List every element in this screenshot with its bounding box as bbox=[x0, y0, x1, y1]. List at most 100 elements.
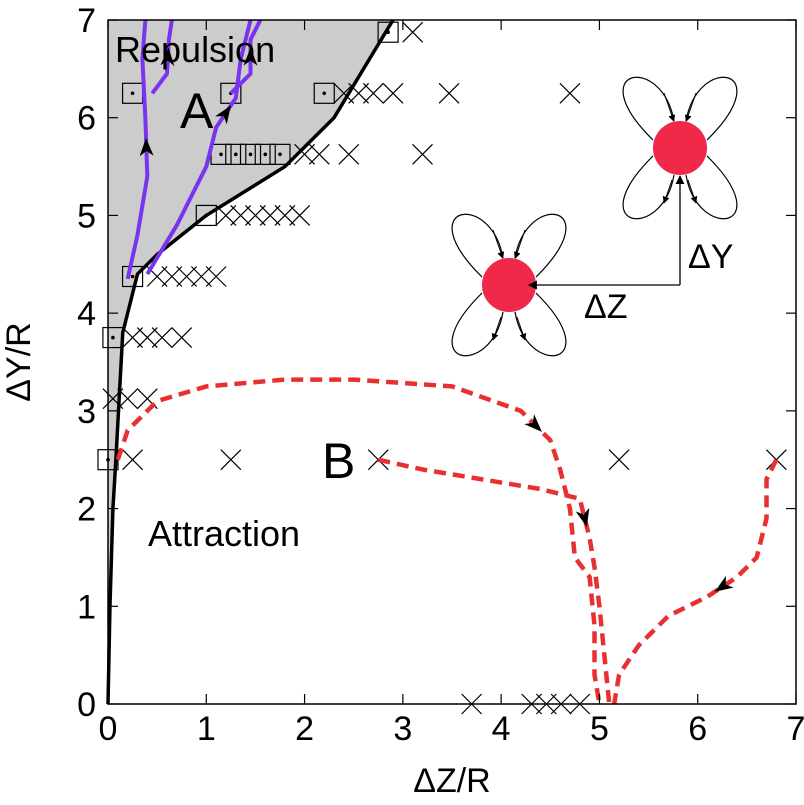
x-marker bbox=[274, 205, 296, 226]
x-marker bbox=[765, 449, 787, 471]
trajectory bbox=[611, 458, 779, 705]
plot-frame bbox=[107, 19, 797, 705]
particle bbox=[482, 258, 536, 312]
x-tick-label: 2 bbox=[295, 710, 314, 748]
x-marker bbox=[245, 205, 266, 226]
direction-arrow bbox=[160, 47, 175, 67]
annotation: B bbox=[322, 433, 355, 489]
dot bbox=[130, 274, 135, 279]
direction-arrow bbox=[243, 47, 258, 66]
x-marker bbox=[348, 82, 370, 104]
y-tick-label: 1 bbox=[77, 588, 96, 626]
x-marker bbox=[382, 82, 404, 104]
x-marker bbox=[294, 143, 315, 165]
x-marker bbox=[122, 327, 143, 348]
x-marker bbox=[230, 205, 252, 226]
y-tick-label: 0 bbox=[77, 686, 96, 724]
square bbox=[225, 143, 247, 165]
dot bbox=[233, 152, 238, 157]
x-marker bbox=[205, 266, 227, 287]
square-marker bbox=[254, 143, 276, 165]
annotation: Repulsion bbox=[115, 29, 275, 70]
x-marker bbox=[259, 205, 281, 226]
direction-arrow bbox=[714, 575, 734, 592]
dot bbox=[219, 152, 223, 157]
y-axis-label: ΔY/R bbox=[0, 322, 38, 401]
square bbox=[254, 143, 276, 165]
square-marker bbox=[377, 21, 399, 43]
dot bbox=[130, 91, 135, 96]
direction-arrow bbox=[139, 138, 154, 157]
square-marker bbox=[121, 265, 144, 288]
dot bbox=[322, 91, 327, 96]
x-marker bbox=[136, 327, 158, 348]
x-marker bbox=[102, 388, 124, 410]
x-marker bbox=[412, 143, 433, 165]
x-axis-label: ΔZ/R bbox=[413, 762, 490, 800]
dot bbox=[111, 335, 115, 340]
x-marker bbox=[176, 266, 198, 287]
y-tick-label: 2 bbox=[77, 491, 96, 529]
square bbox=[195, 204, 217, 227]
x-tick-label: 4 bbox=[492, 710, 511, 748]
y-tick-label: 6 bbox=[77, 100, 96, 138]
trajectory bbox=[377, 457, 612, 705]
x-tick-label: 1 bbox=[197, 710, 216, 748]
annotation: A bbox=[180, 83, 214, 139]
annotation: ΔY bbox=[688, 238, 733, 276]
particle bbox=[653, 121, 707, 175]
square bbox=[121, 265, 144, 288]
x-tick-label: 7 bbox=[787, 710, 804, 748]
x-marker bbox=[362, 82, 384, 104]
x-marker bbox=[308, 143, 330, 165]
inset-diagram bbox=[452, 77, 737, 356]
x-tick-label: 5 bbox=[590, 710, 609, 748]
dot bbox=[248, 152, 253, 157]
square bbox=[239, 143, 262, 165]
square bbox=[377, 21, 399, 43]
x-marker bbox=[220, 449, 242, 471]
x-marker bbox=[122, 449, 143, 471]
x-marker bbox=[333, 82, 355, 104]
y-tick-label: 7 bbox=[77, 2, 96, 40]
direction-arrow bbox=[524, 414, 542, 432]
square-marker bbox=[239, 143, 262, 165]
dot bbox=[263, 152, 268, 157]
x-marker bbox=[559, 82, 581, 104]
plot-area: 0 1 2 3 4 5 6 7 0 1 2 3 4 5 6 7 bbox=[77, 2, 804, 748]
x-marker bbox=[190, 266, 212, 287]
square bbox=[313, 82, 335, 104]
y-tick-label: 3 bbox=[77, 393, 96, 431]
trajectory bbox=[145, 19, 253, 276]
x-marker bbox=[289, 205, 311, 226]
dot bbox=[386, 30, 390, 35]
square-marker bbox=[269, 143, 291, 165]
square-marker bbox=[313, 82, 335, 104]
x-marker bbox=[402, 21, 424, 43]
dot bbox=[278, 152, 282, 157]
direction-arrow bbox=[215, 105, 231, 125]
square-marker bbox=[102, 326, 124, 349]
shaded-region bbox=[108, 20, 394, 704]
square-marker bbox=[195, 204, 217, 227]
annotation: ΔZ bbox=[584, 288, 627, 326]
x-marker bbox=[215, 205, 237, 226]
x-marker bbox=[117, 388, 139, 410]
square-marker bbox=[225, 143, 247, 165]
direction-arrow bbox=[575, 507, 590, 528]
x-tick-label: 3 bbox=[393, 710, 412, 748]
x-tick-label: 0 bbox=[99, 710, 118, 748]
dot bbox=[204, 213, 209, 218]
x-tick-label: 6 bbox=[688, 710, 707, 748]
y-tick-label: 5 bbox=[77, 197, 96, 235]
x-marker bbox=[338, 143, 360, 165]
x-marker bbox=[608, 449, 630, 471]
x-marker bbox=[438, 82, 460, 104]
x-marker bbox=[151, 327, 173, 348]
square bbox=[269, 143, 291, 165]
y-tick-label: 4 bbox=[77, 295, 96, 333]
x-marker bbox=[161, 266, 183, 287]
x-marker bbox=[171, 327, 193, 348]
